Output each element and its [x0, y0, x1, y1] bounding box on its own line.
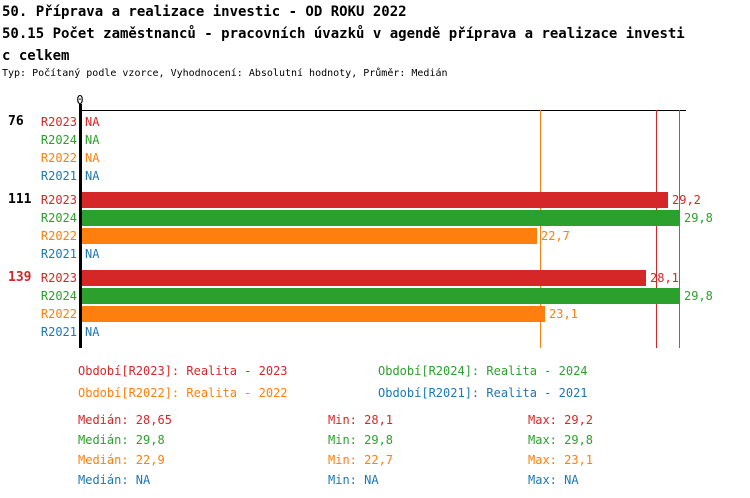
series-row-label-r2024: R2024: [40, 133, 77, 147]
stat-median-r2024: Medián: 29,8: [78, 433, 165, 447]
series-row-label-r2021: R2021: [40, 325, 77, 339]
legend-item-r2021: Období[R2021]: Realita - 2021: [378, 386, 588, 400]
series-row-label-r2024: R2024: [40, 211, 77, 225]
bar-r2022: [82, 306, 545, 322]
median-line-r2024: [679, 110, 680, 348]
series-row-label-r2023: R2023: [40, 271, 77, 285]
stat-max-r2021: Max: NA: [528, 473, 579, 487]
series-row-label-r2022: R2022: [40, 307, 77, 321]
stat-median-r2022: Medián: 22,9: [78, 453, 165, 467]
bar-r2023: [82, 270, 646, 286]
legend-item-r2022: Období[R2022]: Realita - 2022: [78, 386, 288, 400]
group-label-111: 111: [8, 192, 32, 207]
bar-value-label: 29,2: [672, 193, 701, 207]
series-row-label-r2022: R2022: [40, 229, 77, 243]
group-label-76: 76: [8, 114, 24, 129]
stat-max-r2024: Max: 29,8: [528, 433, 594, 447]
axis-zero-label: 0: [76, 93, 84, 107]
median-line-r2022: [540, 110, 541, 348]
median-line-r2023: [656, 110, 657, 348]
report-subtitle: Typ: Počítaný podle vzorce, Vyhodnocení:…: [2, 68, 448, 79]
bar-value-label: 22,7: [541, 229, 570, 243]
legend-item-r2024: Období[R2024]: Realita - 2024: [378, 364, 588, 378]
bar-r2022: [82, 228, 537, 244]
report-title-line3: c celkem: [2, 48, 70, 64]
bar-r2023: [82, 192, 668, 208]
na-value-label: NA: [85, 169, 100, 183]
stat-min-r2023: Min: 28,1: [328, 413, 394, 427]
series-row-label-r2023: R2023: [40, 193, 77, 207]
stat-max-r2022: Max: 23,1: [528, 453, 594, 467]
x-axis-top-line: [79, 110, 686, 111]
bar-value-label: 29,8: [684, 289, 713, 303]
na-value-label: NA: [85, 247, 100, 261]
series-row-label-r2021: R2021: [40, 169, 77, 183]
bar-value-label: 29,8: [684, 211, 713, 225]
series-row-label-r2024: R2024: [40, 289, 77, 303]
bar-value-label: 28,1: [650, 271, 679, 285]
na-value-label: NA: [85, 151, 100, 165]
na-value-label: NA: [85, 325, 100, 339]
stat-max-r2023: Max: 29,2: [528, 413, 594, 427]
stat-median-r2023: Medián: 28,65: [78, 413, 172, 427]
na-value-label: NA: [85, 133, 100, 147]
stat-min-r2021: Min: NA: [328, 473, 379, 487]
stat-median-r2021: Medián: NA: [78, 473, 151, 487]
bar-r2024: [82, 288, 680, 304]
legend-item-r2023: Období[R2023]: Realita - 2023: [78, 364, 288, 378]
stat-min-r2022: Min: 22,7: [328, 453, 394, 467]
report-title-line2: 50.15 Počet zaměstnanců - pracovních úva…: [2, 26, 685, 42]
na-value-label: NA: [85, 115, 100, 129]
report-title-line1: 50. Příprava a realizace investic - OD R…: [2, 4, 407, 20]
series-row-label-r2021: R2021: [40, 247, 77, 261]
y-axis-line: [79, 104, 82, 348]
bar-value-label: 23,1: [549, 307, 578, 321]
series-row-label-r2022: R2022: [40, 151, 77, 165]
group-label-139: 139: [8, 270, 32, 285]
stat-min-r2024: Min: 29,8: [328, 433, 394, 447]
bar-r2024: [82, 210, 680, 226]
series-row-label-r2023: R2023: [40, 115, 77, 129]
